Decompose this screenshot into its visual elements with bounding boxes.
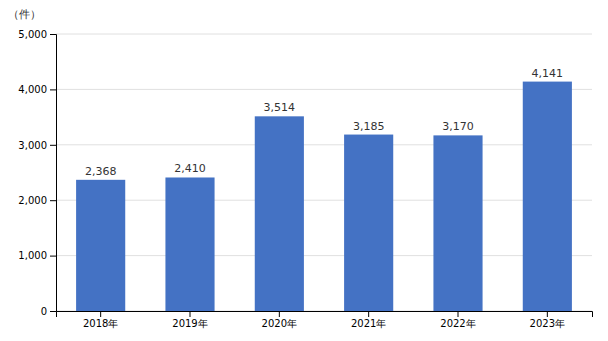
tick-mark	[100, 311, 101, 317]
y-axis-label: （件）	[8, 8, 41, 21]
grid	[56, 34, 592, 311]
tick: 5,000	[18, 29, 56, 40]
tick-mark	[50, 89, 56, 90]
bar	[433, 135, 482, 311]
axis-line	[57, 312, 593, 318]
tick-mark	[50, 256, 56, 257]
tick-label: 2018年	[83, 318, 118, 329]
data-label: 3,514	[264, 101, 296, 114]
tick: 2022年	[440, 311, 475, 329]
tick-mark	[190, 311, 191, 317]
tick-label: 2022年	[440, 318, 475, 329]
x-axis: 2018年 2019年 2020年 2021年 2022年 2023年	[57, 311, 593, 329]
tick-mark	[50, 145, 56, 146]
data-label: 2,410	[174, 162, 206, 175]
bar	[255, 116, 304, 311]
tick-label: 2020年	[262, 318, 297, 329]
bar	[76, 180, 125, 311]
tick: 4,000	[18, 84, 56, 95]
tick-mark	[368, 311, 369, 317]
tick-label: 2023年	[530, 318, 565, 329]
bar	[344, 135, 393, 311]
tick-label: 5,000	[18, 29, 47, 40]
grid-line	[56, 200, 592, 201]
plot: 0 1,000 2,000 3,000 4,000 5,000 2018年 2019年 2020…	[18, 29, 592, 329]
tick: 2021年	[351, 311, 386, 329]
tick-label: 4,000	[18, 84, 47, 95]
tick-mark	[50, 311, 56, 312]
tick-label: 2,000	[18, 195, 47, 206]
tick-mark	[279, 311, 280, 317]
tick-mark	[50, 34, 56, 35]
chart: 0 1,000 2,000 3,000 4,000 5,000 2018年 2019年 2020…	[0, 0, 608, 341]
data-label: 4,141	[532, 67, 564, 80]
tick-mark	[50, 200, 56, 201]
tick: 3,000	[18, 140, 56, 151]
tick-mark	[458, 311, 459, 317]
tick: 2018年	[83, 311, 118, 329]
tick: 0	[41, 306, 56, 317]
tick: 2023年	[530, 311, 565, 329]
axis-line	[50, 35, 57, 312]
grid-line	[56, 255, 592, 256]
tick-label: 0	[41, 306, 47, 317]
tick: 2020年	[262, 311, 297, 329]
grid-line	[56, 34, 592, 35]
bars	[76, 82, 572, 311]
grid-line	[56, 89, 592, 90]
bar	[165, 177, 214, 311]
grid-line	[56, 144, 592, 145]
tick-label: 1,000	[18, 250, 47, 261]
data-labels: 2,368 2,410 3,514 3,185 3,170 4,141	[85, 67, 563, 178]
data-label: 3,170	[442, 120, 474, 133]
tick-label: 3,000	[18, 140, 47, 151]
tick: 1,000	[18, 250, 56, 261]
tick: 2019年	[172, 311, 207, 329]
tick-label: 2019年	[172, 318, 207, 329]
y-axis: 0 1,000 2,000 3,000 4,000 5,000	[18, 29, 56, 317]
data-label: 2,368	[85, 165, 117, 178]
tick-mark	[547, 311, 548, 317]
data-label: 3,185	[353, 120, 385, 133]
bar	[523, 82, 572, 311]
tick: 2,000	[18, 195, 56, 206]
tick-label: 2021年	[351, 318, 386, 329]
